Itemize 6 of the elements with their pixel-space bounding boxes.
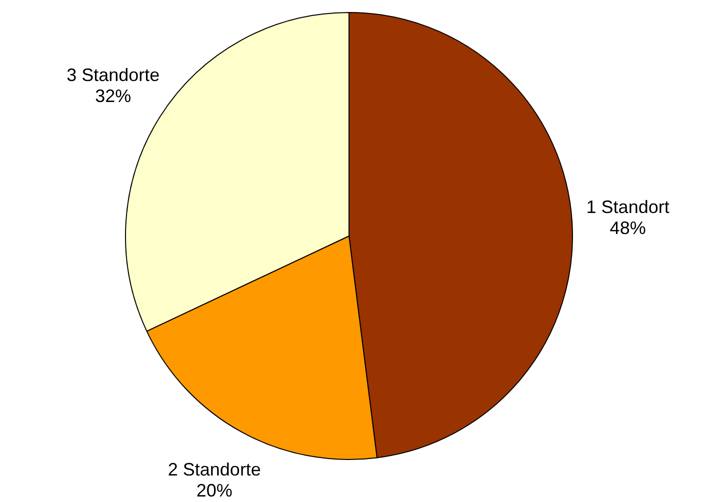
- data-label: 32%: [95, 86, 132, 106]
- slice-label: 3 Standorte: [66, 64, 160, 85]
- slice-label: 1 Standort: [586, 196, 670, 217]
- data-label: 20%: [196, 480, 232, 500]
- slice-label: 2 Standorte: [168, 459, 261, 480]
- data-label: 48%: [610, 218, 646, 238]
